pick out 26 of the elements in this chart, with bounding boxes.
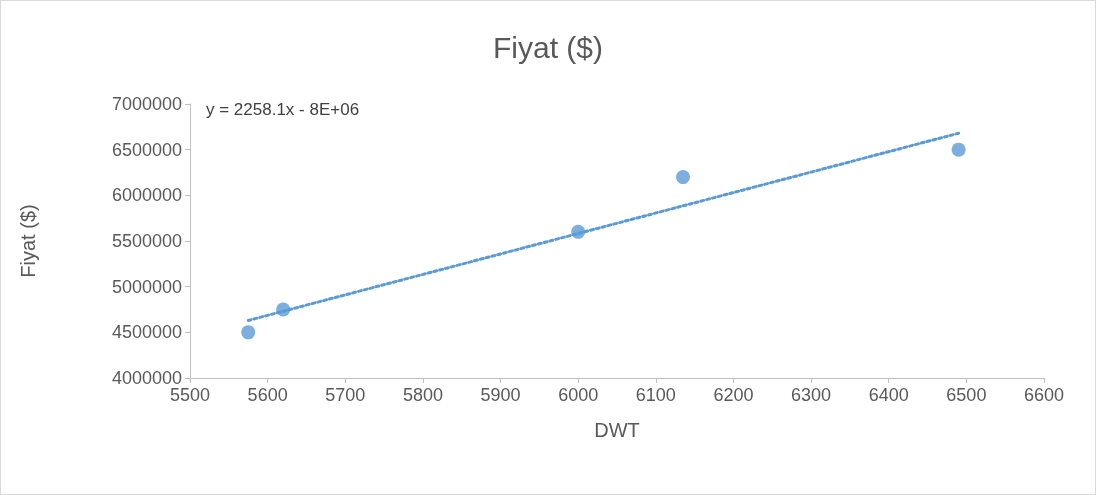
y-tick-label: 7000000 [111,94,182,114]
chart-title: Fiyat ($) [492,30,604,64]
x-tick-label: 5700 [325,385,366,405]
y-axis-title: Fiyat ($) [17,204,39,278]
x-tick-label: 5500 [169,385,211,405]
x-tick-label: 5900 [480,385,521,405]
x-tick-label: 5600 [247,385,288,405]
x-tick-label: 6600 [1023,385,1065,405]
x-tick-label: 5800 [402,385,443,405]
x-tick-label: 6100 [635,385,676,405]
annotation: y = 2258.1x - 8E+06 [206,100,360,119]
point [676,170,690,185]
x-tick-label: 6000 [558,385,599,405]
x-tick-label: 6500 [946,385,987,405]
y-tick-label: 6500000 [111,139,182,160]
y-tick-label: 5500000 [111,231,182,251]
x-tick-label: 6200 [713,385,754,405]
x-axis-title: DWT [594,419,640,441]
x-tick-label: 6300 [791,385,832,405]
y-tick-label: 4000000 [111,368,182,388]
point [241,325,256,340]
y-tick-label: 6000000 [111,185,182,206]
x-tick-label: 6400 [868,385,909,405]
point [951,142,966,157]
y-tick-label: 4500000 [111,322,182,343]
y-tick-label: 5000000 [111,276,182,297]
